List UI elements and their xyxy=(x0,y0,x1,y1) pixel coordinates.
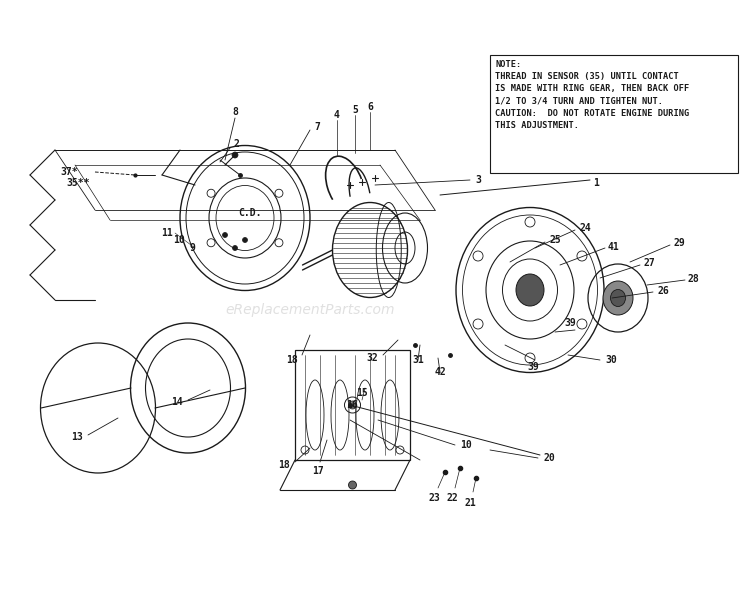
Text: 31: 31 xyxy=(413,355,424,365)
Text: 13: 13 xyxy=(71,432,83,442)
Text: 21: 21 xyxy=(464,498,476,508)
Text: C.D.: C.D. xyxy=(238,208,262,218)
Text: 15: 15 xyxy=(356,388,368,398)
Text: 24: 24 xyxy=(580,223,592,233)
Ellipse shape xyxy=(516,274,544,306)
Text: NOTE:
THREAD IN SENSOR (35) UNTIL CONTACT
IS MADE WITH RING GEAR, THEN BACK OFF
: NOTE: THREAD IN SENSOR (35) UNTIL CONTAC… xyxy=(495,60,689,130)
Text: 11: 11 xyxy=(161,228,173,238)
Bar xyxy=(490,55,738,173)
Circle shape xyxy=(223,232,227,237)
Text: 4: 4 xyxy=(334,110,340,120)
Text: 1: 1 xyxy=(593,178,598,188)
Text: 10: 10 xyxy=(173,235,185,245)
Text: 37*: 37* xyxy=(60,167,78,177)
Text: 29: 29 xyxy=(673,238,685,248)
Text: 3: 3 xyxy=(475,175,481,185)
Text: 27: 27 xyxy=(644,258,656,268)
Text: 14: 14 xyxy=(171,397,183,407)
Circle shape xyxy=(232,152,238,158)
Text: 28: 28 xyxy=(688,274,700,284)
Text: 26: 26 xyxy=(657,286,669,296)
Text: 18: 18 xyxy=(286,355,298,365)
Text: 17: 17 xyxy=(312,466,324,476)
Text: 5: 5 xyxy=(352,105,358,115)
Text: 9: 9 xyxy=(189,243,195,253)
Bar xyxy=(295,350,410,460)
Circle shape xyxy=(349,481,356,489)
Text: 20: 20 xyxy=(543,453,555,463)
Text: 39: 39 xyxy=(564,318,576,328)
Text: 18: 18 xyxy=(278,460,290,470)
Text: 2: 2 xyxy=(234,139,240,149)
Circle shape xyxy=(232,246,238,250)
Text: 8: 8 xyxy=(232,107,238,117)
Text: 41: 41 xyxy=(608,242,619,252)
Ellipse shape xyxy=(610,290,626,306)
Text: 30: 30 xyxy=(605,355,616,365)
Text: 10: 10 xyxy=(460,440,472,450)
Text: 6: 6 xyxy=(367,102,373,112)
Text: 22: 22 xyxy=(446,493,458,503)
Text: eReplacementParts.com: eReplacementParts.com xyxy=(225,303,394,317)
Ellipse shape xyxy=(603,281,633,315)
Text: 42: 42 xyxy=(434,367,445,377)
Text: 35**: 35** xyxy=(67,178,90,188)
Circle shape xyxy=(349,401,356,409)
Circle shape xyxy=(242,237,248,243)
Text: 25: 25 xyxy=(550,235,562,245)
Text: 16: 16 xyxy=(346,400,358,410)
Text: 32: 32 xyxy=(366,353,378,363)
Text: 23: 23 xyxy=(428,493,439,503)
Text: 39: 39 xyxy=(527,362,538,372)
Text: 7: 7 xyxy=(314,122,320,132)
